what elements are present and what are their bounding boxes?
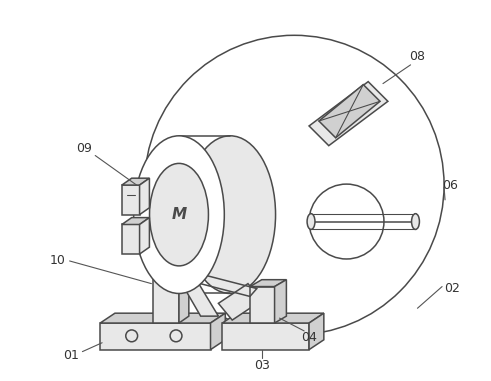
Polygon shape: [100, 313, 225, 323]
Polygon shape: [122, 178, 149, 185]
Ellipse shape: [185, 136, 275, 293]
Text: 06: 06: [442, 179, 458, 192]
Ellipse shape: [150, 163, 209, 266]
Polygon shape: [139, 218, 149, 254]
Polygon shape: [179, 279, 218, 316]
Circle shape: [309, 184, 384, 259]
Polygon shape: [139, 178, 149, 215]
Text: 03: 03: [254, 359, 270, 372]
Circle shape: [144, 35, 444, 335]
Text: 09: 09: [77, 142, 92, 155]
Polygon shape: [179, 272, 206, 279]
Polygon shape: [250, 287, 274, 323]
Polygon shape: [319, 85, 380, 138]
Text: 01: 01: [63, 349, 79, 362]
Polygon shape: [218, 283, 262, 320]
Polygon shape: [250, 280, 286, 287]
Text: 10: 10: [50, 255, 66, 267]
Polygon shape: [309, 82, 388, 146]
Polygon shape: [222, 313, 324, 323]
Polygon shape: [122, 185, 139, 215]
Ellipse shape: [411, 214, 419, 229]
Text: 04: 04: [301, 331, 317, 344]
Text: 02: 02: [444, 282, 460, 295]
Ellipse shape: [134, 136, 224, 293]
Polygon shape: [211, 313, 225, 350]
Polygon shape: [309, 313, 324, 350]
Text: M: M: [171, 207, 187, 222]
Polygon shape: [274, 280, 286, 323]
Polygon shape: [153, 269, 179, 323]
Ellipse shape: [307, 214, 315, 229]
Polygon shape: [153, 262, 189, 269]
Polygon shape: [222, 323, 309, 350]
Polygon shape: [100, 323, 211, 350]
Polygon shape: [122, 218, 149, 224]
Polygon shape: [179, 262, 189, 323]
Text: 08: 08: [409, 50, 426, 64]
Polygon shape: [122, 224, 139, 254]
